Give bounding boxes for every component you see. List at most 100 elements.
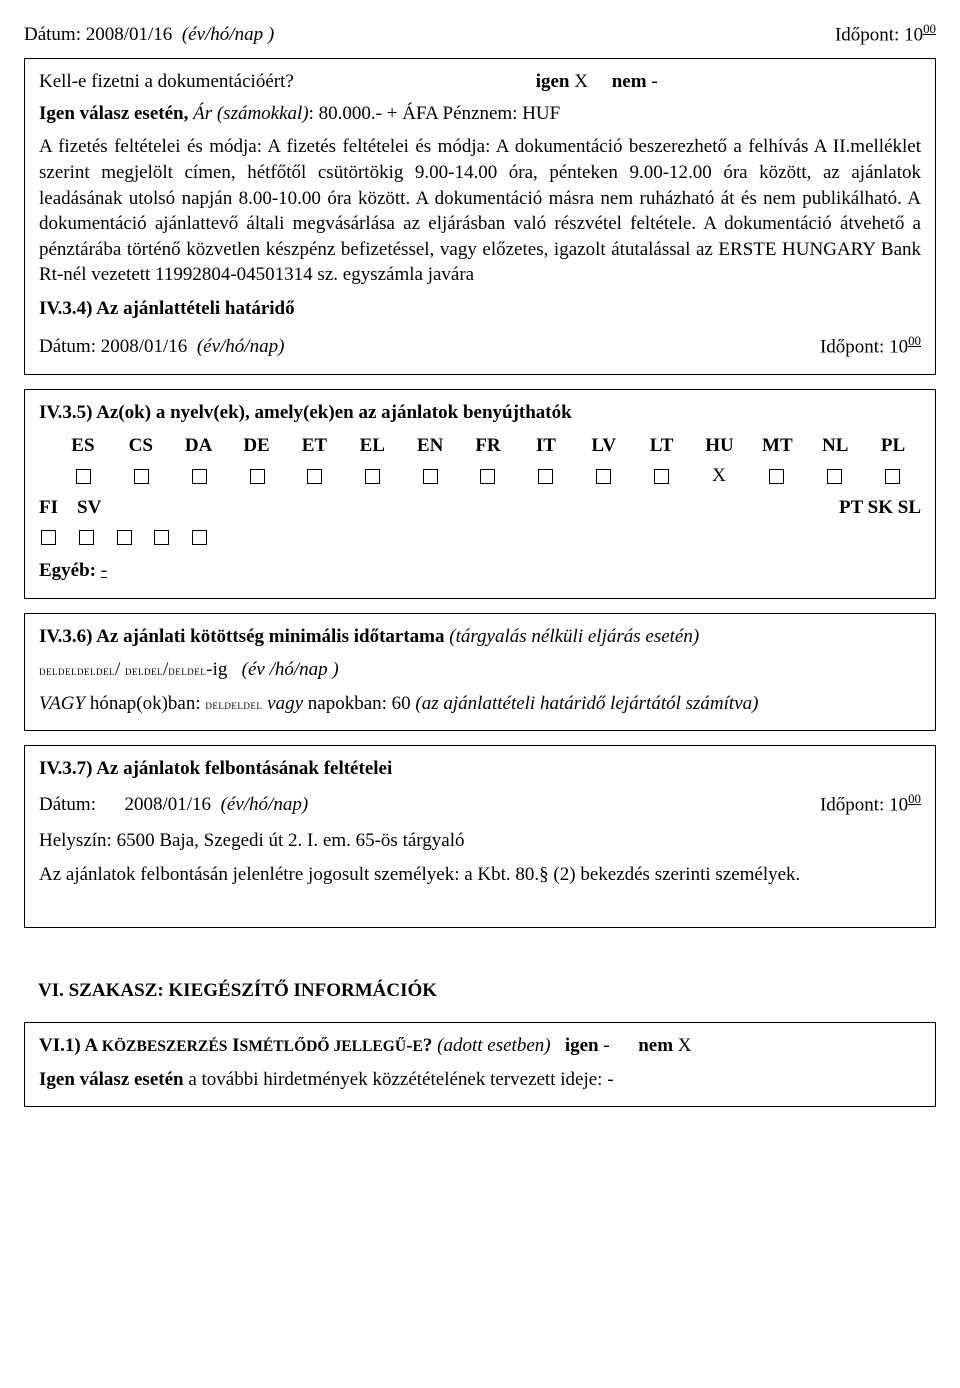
lang-row2: FI SV PT SK SL [39, 495, 921, 521]
lang-checkbox[interactable] [654, 469, 669, 484]
lang-header: ES CS DA DE ET EL EN FR IT LV LT HU MT N… [55, 433, 921, 459]
lang-boxes-row2 [39, 524, 921, 550]
time-value: 10 [904, 24, 923, 45]
sec34-time-value: 10 [889, 336, 908, 357]
vi1-a: VI.1) A [39, 1035, 102, 1056]
lang-checkbox[interactable] [885, 469, 900, 484]
lang-checkbox[interactable] [134, 469, 149, 484]
sec34-date-value: 2008/01/16 [101, 336, 188, 357]
time-label: Időpont: [835, 24, 899, 45]
sec34-time-label: Időpont: [820, 336, 884, 357]
price-prefix: Igen válasz esetén, [39, 103, 188, 124]
block-languages: IV.3.5) Az(ok) a nyelv(ek), amely(ek)en … [24, 389, 936, 599]
lang-checkbox[interactable] [538, 469, 553, 484]
nem-label: nem [612, 71, 647, 92]
block-recurring: VI.1) A KÖZBESZERZÉS ISMÉTLŐDŐ JELLEGŰ-E… [24, 1022, 936, 1107]
sec36-b: (tárgyalás nélküli eljárás esetén) [449, 626, 699, 647]
lang-checkbox[interactable] [192, 530, 207, 545]
vi1-g: E [413, 1038, 423, 1055]
lang-checkbox[interactable] [769, 469, 784, 484]
lang-checkbox[interactable] [154, 530, 169, 545]
egyeb-label: Egyéb: [39, 560, 96, 581]
lang-h: DA [171, 433, 227, 459]
sec36-line2: VAGY hónap(ok)ban: DELDELDEL vagy napokb… [39, 691, 921, 717]
vi1-l2b: a további hirdetmények közzétételének te… [184, 1069, 614, 1090]
lang-fi: FI [39, 497, 58, 518]
lang-h: EL [344, 433, 400, 459]
vi1-hint: (adott esetben) [437, 1035, 550, 1056]
vi1-e: JELLEGŰ [330, 1038, 407, 1055]
lang-checkbox[interactable] [117, 530, 132, 545]
lang-checkbox[interactable] [596, 469, 611, 484]
top-row: Dátum: 2008/01/16 (év/hó/nap ) Időpont: … [24, 20, 936, 48]
sec37-time-label: Időpont: [820, 794, 884, 815]
sec34-time: Időpont: 1000 [820, 332, 921, 360]
lang-checkbox[interactable] [250, 469, 265, 484]
vi1-b: KÖZBESZERZÉS [102, 1038, 228, 1055]
date-value: 2008/01/16 [86, 24, 173, 45]
sec36-a: IV.3.6) Az ajánlati kötöttség minimális … [39, 626, 449, 647]
vagy2: vagy [267, 693, 303, 714]
sec-3-7-title: IV.3.7) Az ajánlatok felbontásának felté… [39, 756, 921, 782]
sec-3-6-title: IV.3.6) Az ajánlati kötöttség minimális … [39, 624, 921, 650]
lang-h: HU [692, 433, 748, 459]
sec34-date-hint: (év/hó/nap) [197, 336, 285, 357]
vi1-h: ? [423, 1035, 433, 1056]
lang-checkbox[interactable] [307, 469, 322, 484]
lang-hu-mark: X [690, 463, 748, 489]
vi1-nem: nem [638, 1035, 673, 1056]
sec-3-5-title: IV.3.5) Az(ok) a nyelv(ek), amely(ek)en … [39, 400, 921, 426]
tiny-del: DELDEL [125, 667, 163, 677]
lang-h: ES [55, 433, 111, 459]
lang-h: FR [460, 433, 516, 459]
sec34-date: Dátum: 2008/01/16 (év/hó/nap) [39, 334, 284, 360]
top-time: Időpont: 1000 [835, 20, 936, 48]
lang-checkbox[interactable] [480, 469, 495, 484]
lang-extra: PT SK SL [839, 495, 921, 521]
lang-checkboxes: X [55, 463, 921, 489]
vi1-l2a: Igen válasz esetén [39, 1069, 184, 1090]
vi1-nem-val: X [678, 1035, 692, 1056]
tiny-del: DELDELDELDEL [39, 667, 115, 677]
sec37-date: Dátum: 2008/01/16 (év/hó/nap) [39, 792, 308, 818]
nem-value: - [651, 71, 657, 92]
lang-checkbox[interactable] [365, 469, 380, 484]
egyeb-row: Egyéb: - [39, 558, 921, 584]
vi1-c: I [227, 1035, 239, 1056]
sec37-row: Dátum: 2008/01/16 (év/hó/nap) Időpont: 1… [39, 790, 921, 818]
lang-h: EN [402, 433, 458, 459]
lang-h: NL [807, 433, 863, 459]
lang-h: MT [749, 433, 805, 459]
sec34-date-label: Dátum: [39, 336, 96, 357]
lang-h: CS [113, 433, 169, 459]
lang-checkbox[interactable] [423, 469, 438, 484]
ig: -ig [206, 659, 227, 680]
lang-h: DE [229, 433, 285, 459]
lang-checkbox[interactable] [192, 469, 207, 484]
sec36-line1: DELDELDELDEL/ DELDEL/DELDEL-ig (év /hó/n… [39, 657, 921, 683]
vi1-d: SMÉTLŐDŐ [240, 1038, 330, 1055]
sec37-date-label: Dátum: [39, 794, 96, 815]
tiny-del: DELDELDEL [205, 701, 262, 711]
price-hint: Ár (számokkal) [193, 103, 309, 124]
vi1-title-row: VI.1) A KÖZBESZERZÉS ISMÉTLŐDŐ JELLEGŰ-E… [39, 1033, 921, 1059]
lang-checkbox[interactable] [827, 469, 842, 484]
napok: napokban: 60 [303, 693, 415, 714]
block-validity: IV.3.6) Az ajánlati kötöttség minimális … [24, 613, 936, 732]
igen-label: igen [536, 71, 570, 92]
section-vi-title: VI. SZAKASZ: KIEGÉSZÍTŐ INFORMÁCIÓK [38, 978, 936, 1004]
ig-hint: (év /hó/nap ) [242, 659, 339, 680]
sec-3-4-row: Dátum: 2008/01/16 (év/hó/nap) Időpont: 1… [39, 332, 921, 360]
lang-h: ET [286, 433, 342, 459]
lang-checkbox[interactable] [79, 530, 94, 545]
sec37-time-sup: 00 [908, 791, 921, 806]
sec37-time: Időpont: 1000 [820, 790, 921, 818]
lang-checkbox[interactable] [76, 469, 91, 484]
slash: / [115, 659, 120, 680]
block-opening: IV.3.7) Az ajánlatok felbontásának felté… [24, 745, 936, 928]
sec37-location: Helyszín: 6500 Baja, Szegedi út 2. I. em… [39, 828, 921, 854]
lang-checkbox[interactable] [41, 530, 56, 545]
lang-h: LT [634, 433, 690, 459]
sec37-time-value: 10 [889, 794, 908, 815]
vagy: VAGY [39, 693, 85, 714]
